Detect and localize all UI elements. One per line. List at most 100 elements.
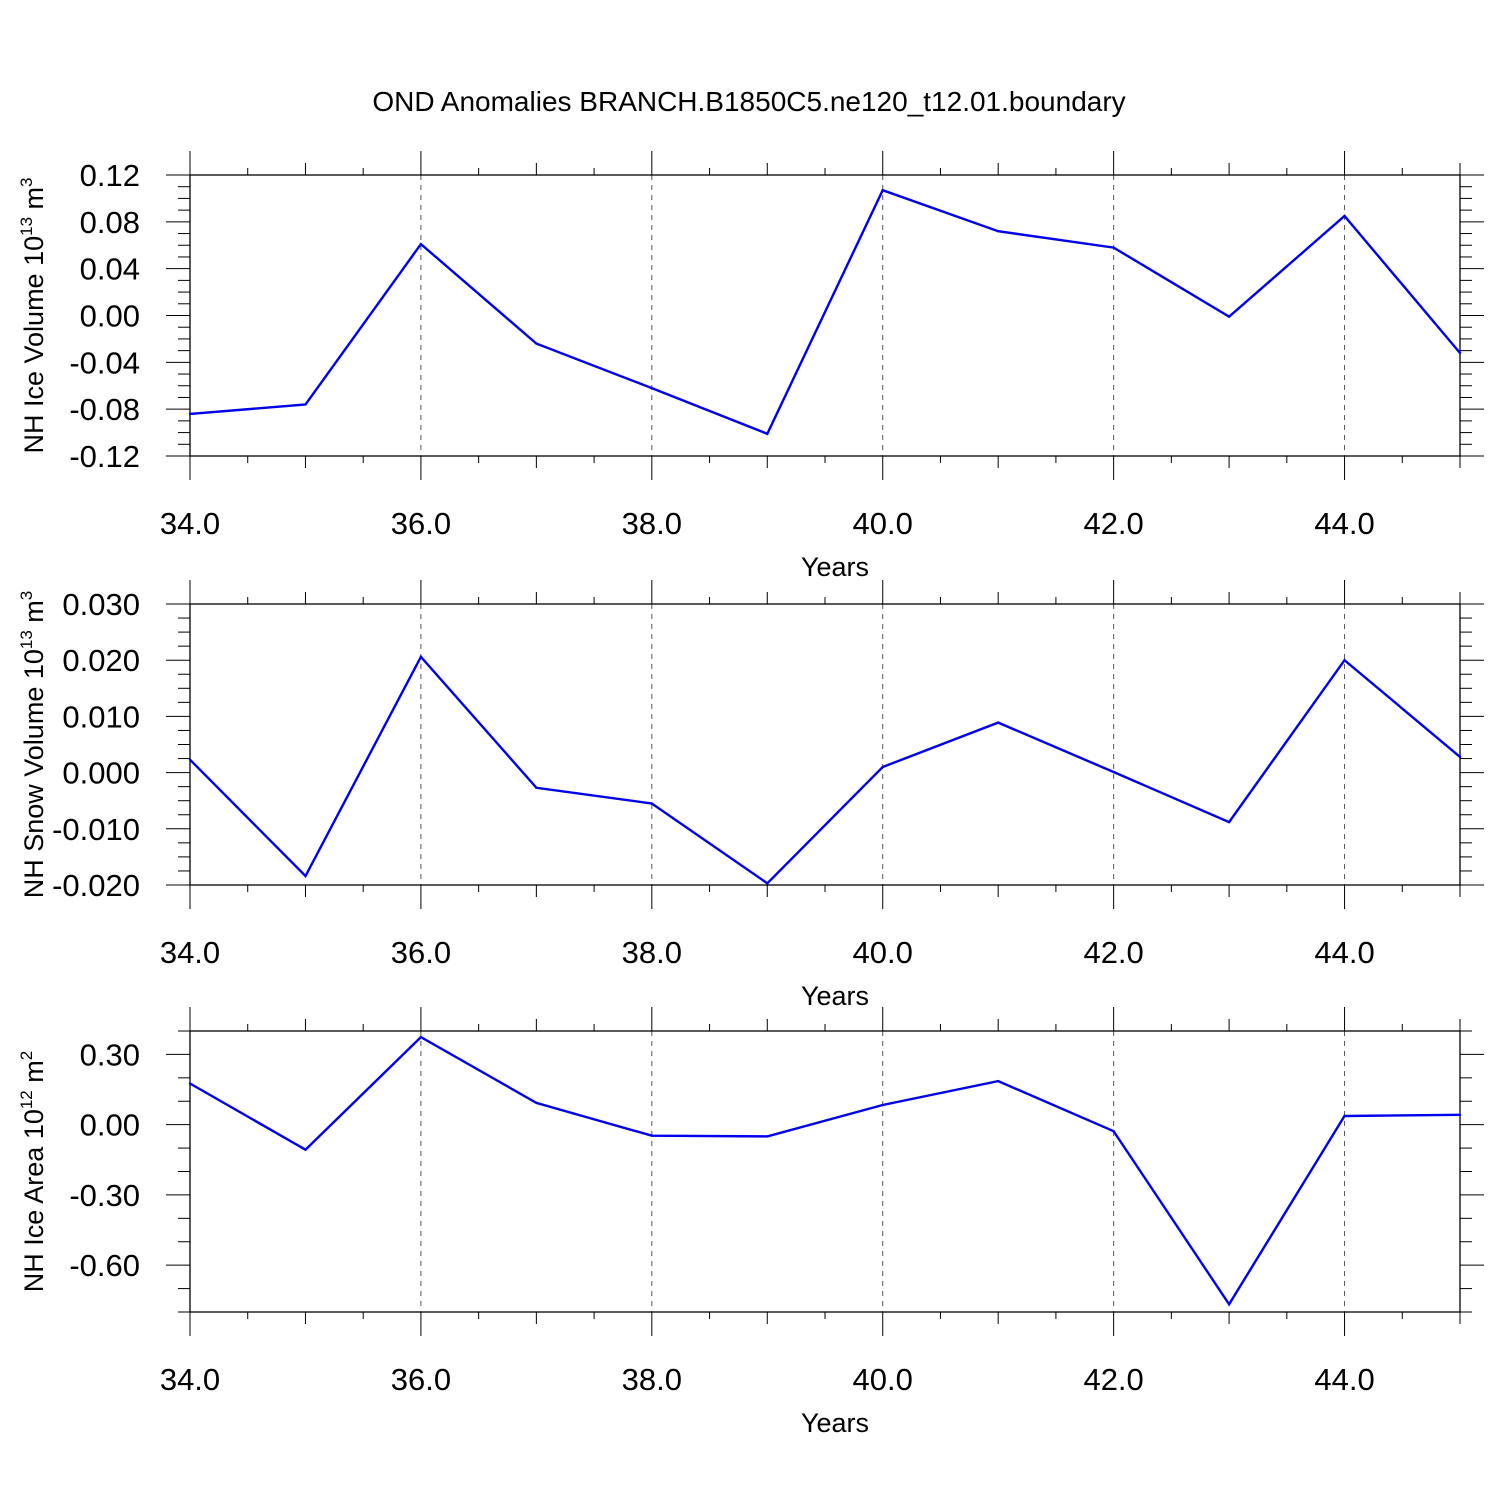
data-point [1458,755,1462,759]
data-point [304,403,307,406]
x-axis-title: Years [801,1408,869,1438]
y-tick-label: 0.30 [80,1037,140,1072]
x-axis-title: Years [801,552,869,582]
x-tick-label: 40.0 [853,935,913,970]
y-axis-title-exp2: 3 [17,178,36,187]
y-axis-title: NH Ice Volume 1013 m3 [17,178,49,454]
nh-ice-area-series-line [189,1035,1461,1307]
data-point [188,758,192,761]
x-tick-label: 38.0 [622,506,682,541]
y-axis-title-prefix: NH Snow Volume 10 [19,649,49,898]
y-tick-label: -0.020 [52,868,140,903]
data-point [304,874,307,878]
x-tick-label: 36.0 [391,1362,451,1397]
y-axis-title-mid: m [19,187,49,217]
y-tick-label: 0.12 [80,158,140,193]
y-tick-label: 0.000 [62,756,140,791]
figure-title: OND Anomalies BRANCH.B1850C5.ne120_t12.0… [372,86,1125,117]
x-tick-label: 40.0 [853,506,913,541]
data-point [881,765,884,769]
nh-ice-volume-series-line [189,188,1461,436]
data-point [996,230,1000,233]
x-axis-title: Years [801,981,869,1011]
data-point [1112,1130,1115,1133]
x-tick-label: 44.0 [1314,935,1374,970]
y-tick-label: 0.08 [80,205,140,240]
data-point [419,1035,423,1039]
y-tick-label: 0.010 [62,699,140,734]
y-axis-title-prefix: NH Ice Area 10 [19,1109,49,1292]
data-point [1343,659,1346,662]
plot-frame [189,174,1461,457]
y-axis-title-exp1: 13 [17,217,36,236]
plot-frame [189,1030,1461,1313]
y-tick-label: 0.00 [80,1108,140,1143]
x-tick-label: 36.0 [391,506,451,541]
data-point [1112,770,1115,774]
data-point [188,412,192,416]
data-point [766,432,769,435]
plot-frame [189,603,1461,886]
x-tick-label: 44.0 [1314,506,1374,541]
y-axis-title-exp1: 13 [17,630,36,649]
x-tick-label: 34.0 [160,506,220,541]
data-point [650,802,654,805]
data-point [535,342,538,345]
panels: 34.0 36.0 38.0 40.0 42.0 44.0 Years 0.12 0.08 0.0… [17,151,1484,1438]
y-axis-title-exp2: 3 [17,591,36,600]
data-point [535,786,538,789]
data-point [650,1134,654,1137]
x-tick-label: 36.0 [391,935,451,970]
y-tick-label: -0.04 [69,345,140,380]
y-tick-label: -0.30 [69,1178,140,1213]
x-tick-label: 44.0 [1314,1362,1374,1397]
data-point [881,189,884,192]
data-point [1343,214,1346,218]
x-tick-label: 38.0 [622,935,682,970]
data-point [766,1135,769,1138]
y-tick-label: -0.60 [69,1248,140,1283]
y-tick-label: 0.04 [80,252,140,287]
x-tick-label: 40.0 [853,1362,913,1397]
nh-snow-volume-series-line [189,654,1461,885]
y-tick-label: 0.00 [80,299,140,334]
x-tick-label: 42.0 [1083,1362,1143,1397]
y-tick-label: -0.12 [69,439,140,474]
data-point [1343,1114,1346,1118]
data-point [535,1101,538,1105]
data-point [188,1082,192,1085]
y-axis-title: NH Snow Volume 1013 m3 [17,591,49,899]
data-point [881,1103,884,1107]
x-tick-label: 34.0 [160,1362,220,1397]
y-axis-title-prefix: NH Ice Volume 10 [19,236,49,454]
data-point [1227,315,1231,318]
x-tick-label: 38.0 [622,1362,682,1397]
y-tick-label: 0.020 [62,643,140,678]
y-axis-title-exp1: 12 [17,1090,36,1109]
data-point [650,386,654,390]
data-point [1227,820,1231,824]
y-axis-title-mid: m [19,600,49,630]
data-point [1458,351,1462,355]
data-point [766,882,769,885]
x-tick-label: 42.0 [1083,506,1143,541]
x-tick-label: 42.0 [1083,935,1143,970]
nh-ice-area-panel: 34.0 36.0 38.0 40.0 42.0 44.0 Years 0.30 0.00 -0.… [17,1007,1484,1438]
y-axis-title-exp2: 2 [17,1051,36,1060]
data-point [419,242,423,246]
y-tick-label: -0.010 [52,812,140,847]
data-point [304,1148,307,1151]
x-tick-label: 34.0 [160,935,220,970]
nh-ice-volume-panel: 34.0 36.0 38.0 40.0 42.0 44.0 Years 0.12 0.08 0.0… [17,151,1484,582]
y-tick-label: -0.08 [69,392,140,427]
data-point [1227,1303,1231,1306]
nh-snow-volume-panel: 34.0 36.0 38.0 40.0 42.0 44.0 Years 0.030 0.020 0… [17,580,1484,1011]
data-point [996,1079,1000,1083]
data-point [1112,246,1115,249]
data-point [1458,1113,1462,1117]
y-axis-title: NH Ice Area 1012 m2 [17,1051,49,1292]
data-point [996,721,1000,724]
y-tick-label: 0.030 [62,587,140,622]
data-point [419,655,423,659]
